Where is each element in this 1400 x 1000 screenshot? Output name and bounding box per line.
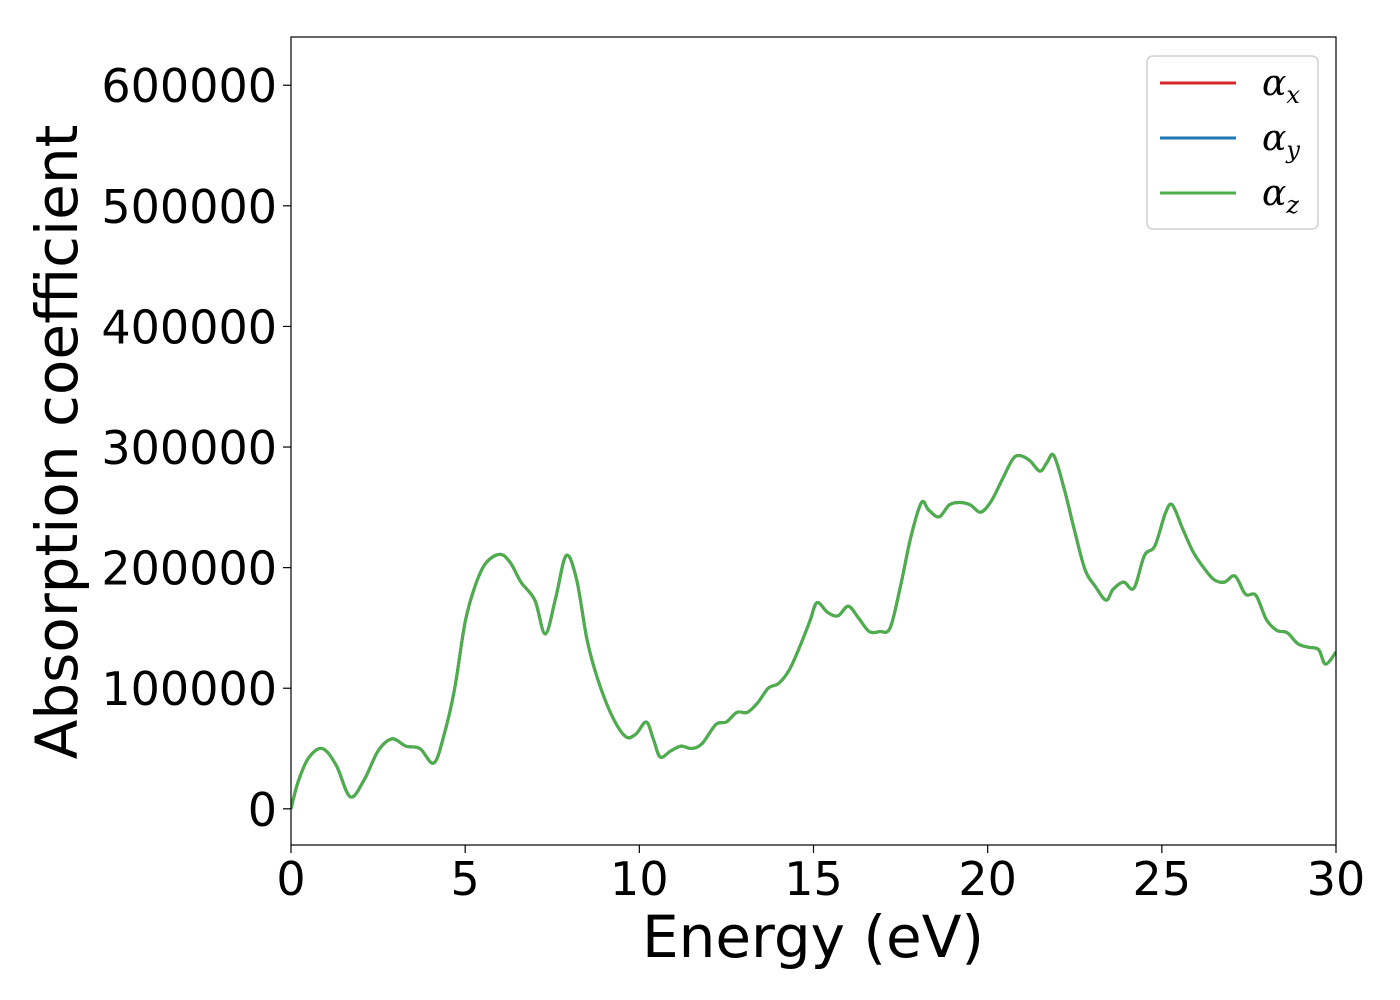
x-tick-label: 25 [1133,852,1192,906]
series-line-3 [291,452,1336,810]
x-tick-label: 0 [276,852,305,906]
x-tick-label: 30 [1307,852,1366,906]
legend-label-y: αy [1262,118,1300,164]
x-tick-label: 10 [610,852,669,906]
y-tick-label: 0 [248,783,277,837]
x-axis-title: Energy (eV) [642,903,984,971]
y-tick-label: 100000 [101,662,277,716]
series-group [291,452,1336,810]
legend-label-z: αz [1262,173,1299,219]
x-tick-label: 15 [784,852,843,906]
y-axis: 0 100000 200000 300000 400000 500000 600000 [101,59,291,837]
x-tick-label: 20 [958,852,1017,906]
x-tick-label: 5 [451,852,480,906]
legend-box [1146,55,1319,230]
y-tick-label: 600000 [101,59,277,113]
legend-label-x: αx [1262,63,1300,109]
y-tick-label: 200000 [101,542,277,596]
legend: αx αy αz [1146,55,1319,230]
y-tick-label: 400000 [101,300,277,354]
y-axis-title: Absorption coefficient [23,125,91,760]
x-axis: 0 5 10 15 20 25 30 [276,845,1365,906]
y-tick-label: 300000 [101,421,277,475]
y-tick-label: 500000 [101,180,277,234]
